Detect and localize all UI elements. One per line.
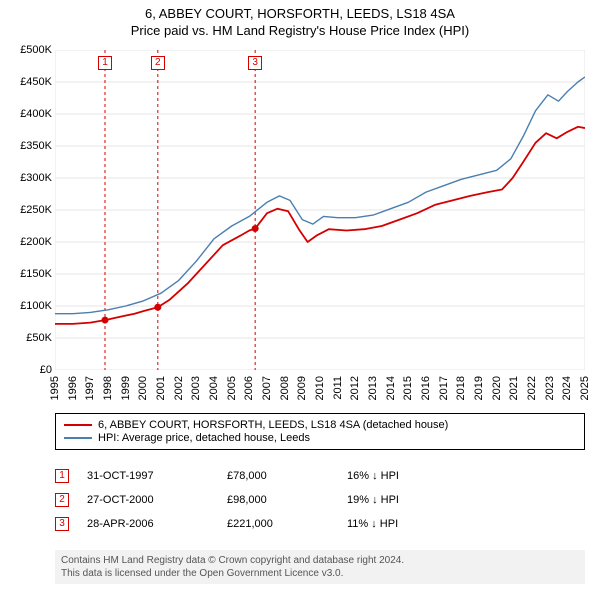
x-tick-label: 2022 — [526, 376, 538, 400]
sales-row: 2 27-OCT-2000 £98,000 19% ↓ HPI — [55, 488, 585, 512]
legend-swatch-subject — [64, 424, 92, 426]
x-tick-label: 2008 — [279, 376, 291, 400]
sale-delta: 19% ↓ HPI — [347, 494, 467, 506]
sale-marker-1: 1 — [55, 469, 69, 483]
sales-table: 1 31-OCT-1997 £78,000 16% ↓ HPI 2 27-OCT… — [55, 464, 585, 536]
chart-sale-marker: 1 — [98, 56, 112, 70]
legend-label-subject: 6, ABBEY COURT, HORSFORTH, LEEDS, LS18 4… — [98, 419, 448, 431]
x-tick-label: 2006 — [243, 376, 255, 400]
y-tick-label: £200K — [20, 236, 52, 248]
chart-container: 6, ABBEY COURT, HORSFORTH, LEEDS, LS18 4… — [0, 0, 600, 590]
x-tick-label: 2020 — [491, 376, 503, 400]
sales-row: 3 28-APR-2006 £221,000 11% ↓ HPI — [55, 512, 585, 536]
chart-svg — [55, 50, 585, 370]
y-tick-label: £500K — [20, 44, 52, 56]
x-tick-label: 2017 — [438, 376, 450, 400]
x-tick-label: 2023 — [544, 376, 556, 400]
x-tick-label: 1995 — [49, 376, 61, 400]
sale-date: 27-OCT-2000 — [87, 494, 227, 506]
y-tick-label: £50K — [26, 332, 52, 344]
x-tick-label: 2002 — [173, 376, 185, 400]
x-tick-label: 2025 — [579, 376, 591, 400]
footer-line-1: Contains HM Land Registry data © Crown c… — [61, 554, 579, 567]
y-tick-label: £100K — [20, 300, 52, 312]
x-tick-label: 1997 — [84, 376, 96, 400]
x-tick-label: 2003 — [190, 376, 202, 400]
sale-price: £78,000 — [227, 470, 347, 482]
sale-delta: 11% ↓ HPI — [347, 518, 467, 530]
x-tick-label: 1999 — [120, 376, 132, 400]
legend-row-subject: 6, ABBEY COURT, HORSFORTH, LEEDS, LS18 4… — [64, 419, 576, 431]
sale-price: £221,000 — [227, 518, 347, 530]
x-tick-label: 1996 — [67, 376, 79, 400]
sale-delta: 16% ↓ HPI — [347, 470, 467, 482]
x-tick-label: 2010 — [314, 376, 326, 400]
sale-date: 31-OCT-1997 — [87, 470, 227, 482]
sale-marker-3: 3 — [55, 517, 69, 531]
sales-row: 1 31-OCT-1997 £78,000 16% ↓ HPI — [55, 464, 585, 488]
title-subtitle: Price paid vs. HM Land Registry's House … — [0, 23, 600, 38]
title-block: 6, ABBEY COURT, HORSFORTH, LEEDS, LS18 4… — [0, 0, 600, 38]
sale-marker-2: 2 — [55, 493, 69, 507]
y-tick-label: £150K — [20, 268, 52, 280]
y-tick-label: £250K — [20, 204, 52, 216]
x-tick-label: 2019 — [473, 376, 485, 400]
x-tick-label: 2001 — [155, 376, 167, 400]
x-tick-label: 2004 — [208, 376, 220, 400]
legend-row-hpi: HPI: Average price, detached house, Leed… — [64, 432, 576, 444]
y-tick-label: £450K — [20, 76, 52, 88]
x-tick-label: 2007 — [261, 376, 273, 400]
title-address: 6, ABBEY COURT, HORSFORTH, LEEDS, LS18 4… — [0, 6, 600, 21]
x-tick-label: 2009 — [296, 376, 308, 400]
x-tick-label: 2016 — [420, 376, 432, 400]
legend: 6, ABBEY COURT, HORSFORTH, LEEDS, LS18 4… — [55, 413, 585, 450]
x-tick-label: 2000 — [137, 376, 149, 400]
y-tick-label: £400K — [20, 108, 52, 120]
x-tick-label: 2005 — [226, 376, 238, 400]
chart-area — [55, 50, 585, 370]
x-tick-label: 2012 — [349, 376, 361, 400]
y-tick-label: £350K — [20, 140, 52, 152]
y-tick-label: £0 — [40, 364, 52, 376]
attribution-footer: Contains HM Land Registry data © Crown c… — [55, 550, 585, 584]
legend-label-hpi: HPI: Average price, detached house, Leed… — [98, 432, 310, 444]
x-tick-label: 1998 — [102, 376, 114, 400]
sale-price: £98,000 — [227, 494, 347, 506]
legend-swatch-hpi — [64, 437, 92, 439]
x-tick-label: 2021 — [508, 376, 520, 400]
chart-sale-marker: 2 — [151, 56, 165, 70]
x-tick-label: 2024 — [561, 376, 573, 400]
x-tick-label: 2018 — [455, 376, 467, 400]
footer-line-2: This data is licensed under the Open Gov… — [61, 567, 579, 580]
y-tick-label: £300K — [20, 172, 52, 184]
chart-sale-marker: 3 — [248, 56, 262, 70]
x-tick-label: 2014 — [385, 376, 397, 400]
sale-date: 28-APR-2006 — [87, 518, 227, 530]
x-tick-label: 2011 — [332, 376, 344, 400]
x-tick-label: 2015 — [402, 376, 414, 400]
x-tick-label: 2013 — [367, 376, 379, 400]
